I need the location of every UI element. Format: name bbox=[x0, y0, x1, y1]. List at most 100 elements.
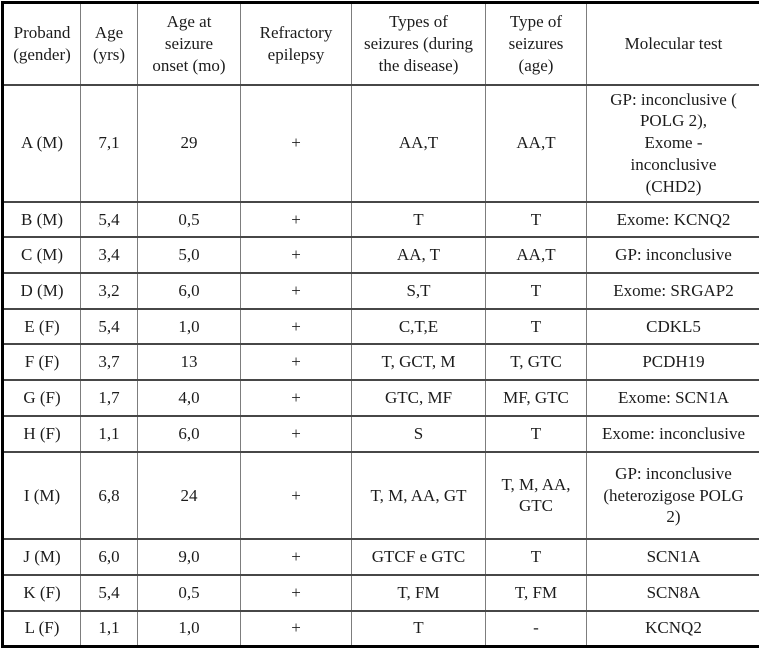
cell-molecular-test: GP: inconclusive (heterozigose POLG 2) bbox=[586, 450, 759, 541]
cell-age-yrs: 5,4 bbox=[80, 573, 138, 612]
cell-onset-age-mo: 24 bbox=[137, 450, 241, 541]
cell-proband-gender: B (M) bbox=[2, 200, 81, 239]
cell-proband-gender: A (M) bbox=[2, 83, 81, 203]
cell-proband-gender: K (F) bbox=[2, 573, 81, 612]
cell-proband-gender: D (M) bbox=[2, 272, 81, 310]
cell-refractory-epilepsy: + bbox=[240, 272, 352, 310]
cell-refractory-epilepsy: + bbox=[240, 200, 352, 239]
table-row: I (M) 6,8 24 + T, M, AA, GT T, M, AA, GTC GP: … bbox=[2, 450, 759, 541]
header-row: Proband (gender) Age (yrs) Age at seizure … bbox=[2, 1, 759, 86]
cell-molecular-test: Exome: SCN1A bbox=[586, 379, 759, 417]
table-row: K (F) 5,4 0,5 + T, FM T, FM SCN8A bbox=[2, 573, 759, 612]
cell-proband-gender: F (F) bbox=[2, 343, 81, 382]
header-onset-age-mo: Age at seizure onset (mo) bbox=[137, 1, 241, 86]
cell-onset-age-mo: 0,5 bbox=[137, 200, 241, 239]
cell-types-seizures-disease: T, FM bbox=[351, 573, 486, 612]
cell-proband-gender: J (M) bbox=[2, 538, 81, 576]
header-age-yrs: Age (yrs) bbox=[80, 1, 138, 86]
cell-type-seizures-age: T bbox=[485, 307, 587, 346]
cell-age-yrs: 3,4 bbox=[80, 236, 138, 274]
table-header: Proband (gender) Age (yrs) Age at seizure … bbox=[2, 1, 759, 86]
cell-refractory-epilepsy: + bbox=[240, 307, 352, 346]
cell-molecular-test: GP: inconclusive bbox=[586, 236, 759, 274]
cell-age-yrs: 5,4 bbox=[80, 200, 138, 239]
cell-molecular-test: SCN8A bbox=[586, 573, 759, 612]
cell-refractory-epilepsy: + bbox=[240, 450, 352, 541]
cell-type-seizures-age: T bbox=[485, 414, 587, 453]
cell-onset-age-mo: 1,0 bbox=[137, 609, 241, 648]
cell-refractory-epilepsy: + bbox=[240, 609, 352, 648]
cell-molecular-test: Exome: SRGAP2 bbox=[586, 272, 759, 310]
cell-type-seizures-age: T bbox=[485, 200, 587, 239]
cell-onset-age-mo: 0,5 bbox=[137, 573, 241, 612]
cell-proband-gender: L (F) bbox=[2, 609, 81, 648]
header-proband-gender: Proband (gender) bbox=[2, 1, 81, 86]
cell-types-seizures-disease: AA,T bbox=[351, 83, 486, 203]
cell-types-seizures-disease: GTC, MF bbox=[351, 379, 486, 417]
cell-molecular-test: SCN1A bbox=[586, 538, 759, 576]
cell-molecular-test: CDKL5 bbox=[586, 307, 759, 346]
cell-types-seizures-disease: C,T,E bbox=[351, 307, 486, 346]
cell-onset-age-mo: 5,0 bbox=[137, 236, 241, 274]
cell-types-seizures-disease: T bbox=[351, 609, 486, 648]
cell-age-yrs: 6,8 bbox=[80, 450, 138, 541]
cell-types-seizures-disease: S bbox=[351, 414, 486, 453]
cell-molecular-test: Exome: KCNQ2 bbox=[586, 200, 759, 239]
cell-age-yrs: 3,7 bbox=[80, 343, 138, 382]
cell-type-seizures-age: AA,T bbox=[485, 83, 587, 203]
cell-age-yrs: 1,7 bbox=[80, 379, 138, 417]
cell-onset-age-mo: 29 bbox=[137, 83, 241, 203]
cell-refractory-epilepsy: + bbox=[240, 83, 352, 203]
cell-molecular-test: PCDH19 bbox=[586, 343, 759, 382]
cell-age-yrs: 6,0 bbox=[80, 538, 138, 576]
cell-type-seizures-age: MF, GTC bbox=[485, 379, 587, 417]
cell-age-yrs: 7,1 bbox=[80, 83, 138, 203]
cell-age-yrs: 1,1 bbox=[80, 609, 138, 648]
cell-type-seizures-age: T bbox=[485, 272, 587, 310]
cell-molecular-test: KCNQ2 bbox=[586, 609, 759, 648]
cell-types-seizures-disease: T, M, AA, GT bbox=[351, 450, 486, 541]
header-refractory-epilepsy: Refractory epilepsy bbox=[240, 1, 352, 86]
table-row: A (M) 7,1 29 + AA,T AA,T GP: inconclusive ( PO… bbox=[2, 83, 759, 203]
cell-types-seizures-disease: S,T bbox=[351, 272, 486, 310]
table-row: F (F) 3,7 13 + T, GCT, M T, GTC PCDH19 bbox=[2, 343, 759, 382]
cell-molecular-test: GP: inconclusive ( POLG 2), Exome - inco… bbox=[586, 83, 759, 203]
table-row: L (F) 1,1 1,0 + T - KCNQ2 bbox=[2, 609, 759, 648]
cell-refractory-epilepsy: + bbox=[240, 236, 352, 274]
cell-types-seizures-disease: GTCF e GTC bbox=[351, 538, 486, 576]
cell-onset-age-mo: 6,0 bbox=[137, 414, 241, 453]
cell-age-yrs: 3,2 bbox=[80, 272, 138, 310]
cell-type-seizures-age: T, FM bbox=[485, 573, 587, 612]
header-type-seizures-age: Type of seizures (age) bbox=[485, 1, 587, 86]
cell-onset-age-mo: 13 bbox=[137, 343, 241, 382]
table-row: G (F) 1,7 4,0 + GTC, MF MF, GTC Exome: SCN1A bbox=[2, 379, 759, 417]
cell-onset-age-mo: 9,0 bbox=[137, 538, 241, 576]
cell-types-seizures-disease: AA, T bbox=[351, 236, 486, 274]
cell-proband-gender: G (F) bbox=[2, 379, 81, 417]
cell-refractory-epilepsy: + bbox=[240, 573, 352, 612]
cell-onset-age-mo: 1,0 bbox=[137, 307, 241, 346]
cell-age-yrs: 5,4 bbox=[80, 307, 138, 346]
table-row: C (M) 3,4 5,0 + AA, T AA,T GP: inconclusive bbox=[2, 236, 759, 274]
header-molecular-test: Molecular test bbox=[586, 1, 759, 86]
table-row: D (M) 3,2 6,0 + S,T T Exome: SRGAP2 bbox=[2, 272, 759, 310]
cell-types-seizures-disease: T bbox=[351, 200, 486, 239]
cell-proband-gender: C (M) bbox=[2, 236, 81, 274]
cell-onset-age-mo: 4,0 bbox=[137, 379, 241, 417]
cell-proband-gender: E (F) bbox=[2, 307, 81, 346]
cell-refractory-epilepsy: + bbox=[240, 343, 352, 382]
header-types-seizures-disease: Types of seizures (during the disease) bbox=[351, 1, 486, 86]
table-row: J (M) 6,0 9,0 + GTCF e GTC T SCN1A bbox=[2, 538, 759, 576]
cell-type-seizures-age: AA,T bbox=[485, 236, 587, 274]
cell-type-seizures-age: T, M, AA, GTC bbox=[485, 450, 587, 541]
cell-refractory-epilepsy: + bbox=[240, 379, 352, 417]
cell-type-seizures-age: - bbox=[485, 609, 587, 648]
cell-age-yrs: 1,1 bbox=[80, 414, 138, 453]
cell-refractory-epilepsy: + bbox=[240, 538, 352, 576]
cell-type-seizures-age: T bbox=[485, 538, 587, 576]
cell-onset-age-mo: 6,0 bbox=[137, 272, 241, 310]
cell-type-seizures-age: T, GTC bbox=[485, 343, 587, 382]
cell-molecular-test: Exome: inconclusive bbox=[586, 414, 759, 453]
table-row: B (M) 5,4 0,5 + T T Exome: KCNQ2 bbox=[2, 200, 759, 239]
